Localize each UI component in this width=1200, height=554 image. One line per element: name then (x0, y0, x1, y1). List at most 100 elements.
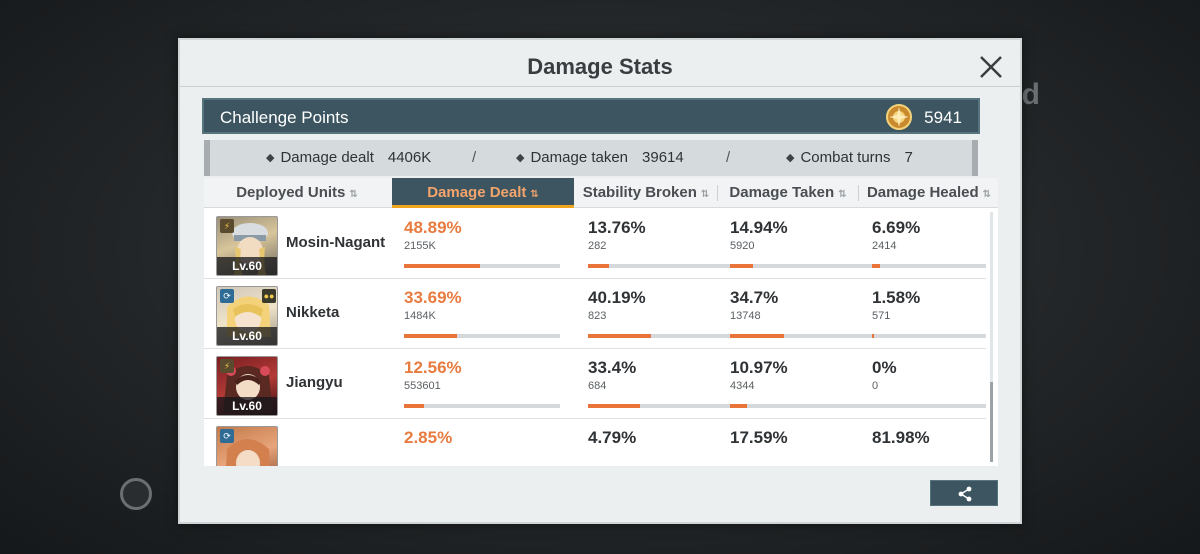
stability-broken-cell: 4.79% (588, 428, 748, 448)
damage-taken-cell: 34.7% 13748 (730, 288, 890, 338)
diamond-bullet-icon: ◆ (266, 152, 275, 164)
dialog-title: Damage Stats (527, 54, 673, 79)
damage-healed-pct: 1.58% (872, 288, 921, 307)
close-button[interactable] (976, 52, 1006, 82)
damage-dealt-cell: 33.69% 1484K (404, 288, 564, 338)
avatar: ⚡ Lv.60 (216, 356, 278, 416)
damage-healed-raw: 2414 (872, 240, 897, 252)
damage-healed-pct: 0% (872, 358, 897, 377)
stability-broken-cell: 40.19% 823 (588, 288, 748, 338)
damage-healed-cell: 6.69% 2414 (872, 218, 998, 268)
sort-icon: ⇅ (982, 189, 992, 200)
progress-track (872, 334, 986, 338)
summary-damage-dealt-label: Damage dealt (280, 149, 374, 166)
damage-taken-pct: 10.97% (730, 358, 788, 377)
share-button[interactable] (930, 480, 998, 506)
progress-fill (872, 264, 880, 268)
damage-dealt-pct: 12.56% (404, 358, 462, 377)
damage-taken-pct: 17.59% (730, 428, 788, 447)
table-row[interactable]: ⟳ ●● Lv.60 Nikketa 33.69% 1484K 40.19% 8… (204, 280, 986, 349)
damage-healed-raw: 571 (872, 310, 891, 322)
damage-taken-pct: 14.94% (730, 218, 788, 237)
sort-icon: ⇅ (530, 189, 539, 200)
table-row[interactable]: ⚡ Lv.60 Jiangyu 12.56% 553601 33.4% 684 … (204, 350, 986, 419)
table-row[interactable]: ⚡ Lv.60 Mosin-Nagant 48.89% 2155K 13.76%… (204, 210, 986, 279)
progress-track (872, 404, 986, 408)
stability-broken-raw: 823 (588, 310, 607, 322)
summary-damage-dealt-value: 4406K (387, 149, 432, 166)
progress-track (404, 264, 560, 268)
battle-summary: ◆ Damage dealt 4406K / ◆ Damage taken 39614 … (204, 140, 978, 176)
damage-dealt-pct: 33.69% (404, 288, 462, 307)
damage-dealt-raw: 553601 (404, 380, 441, 392)
column-header-deployed-units[interactable]: Deployed Units ⇅ (204, 178, 390, 208)
header-divider (717, 185, 718, 201)
progress-fill (730, 404, 748, 408)
damage-healed-cell: 1.58% 571 (872, 288, 998, 338)
portrait-unit-4 (226, 439, 270, 466)
summary-separator: / (726, 149, 731, 166)
damage-taken-raw: 4344 (730, 380, 755, 392)
stability-broken-pct: 4.79% (588, 428, 637, 447)
damage-dealt-cell: 12.56% 553601 (404, 358, 564, 408)
stability-broken-pct: 13.76% (588, 218, 646, 237)
column-label: Deployed Units (236, 184, 346, 201)
summary-damage-taken-label: Damage taken (530, 149, 629, 166)
table-body: ⚡ Lv.60 Mosin-Nagant 48.89% 2155K 13.76%… (204, 210, 998, 466)
damage-dealt-raw: 1484K (404, 310, 436, 322)
damage-healed-cell: 81.98% (872, 428, 998, 448)
stability-broken-raw: 684 (588, 380, 607, 392)
progress-track (588, 264, 744, 268)
damage-healed-cell: 0% 0 (872, 358, 998, 408)
progress-fill (730, 264, 754, 268)
column-header-stability-broken[interactable]: Stability Broken ⇅ (576, 178, 716, 208)
lightning-icon: ⚡ (220, 359, 234, 373)
progress-fill (588, 264, 610, 268)
diamond-bullet-icon: ◆ (516, 152, 525, 164)
progress-fill (730, 334, 785, 338)
column-header-damage-dealt[interactable]: Damage Dealt ⇅ (392, 178, 574, 208)
summary-damage-taken: ◆ Damage taken 39614 (516, 149, 684, 166)
avatar: ⟳ ●● Lv.60 (216, 286, 278, 346)
unit-name: Mosin-Nagant (286, 234, 386, 251)
column-header-damage-healed[interactable]: Damage Healed ⇅ (859, 178, 999, 208)
table-scrollbar[interactable] (990, 212, 993, 462)
column-label: Damage Healed (866, 184, 979, 201)
progress-track (404, 404, 560, 408)
damage-taken-raw: 13748 (730, 310, 761, 322)
summary-separator: / (472, 149, 477, 166)
progress-fill (588, 404, 641, 408)
sort-icon: ⇅ (349, 189, 358, 200)
damage-healed-pct: 81.98% (872, 428, 930, 447)
damage-healed-raw: 0 (872, 380, 879, 392)
scrollbar-thumb[interactable] (990, 382, 993, 462)
progress-track (730, 404, 886, 408)
progress-track (404, 334, 560, 338)
share-icon (958, 486, 972, 502)
progress-track (588, 334, 744, 338)
damage-dealt-raw: 2155K (404, 240, 436, 252)
damage-stats-table: Deployed Units ⇅ Damage Dealt ⇅ Stability … (204, 178, 998, 466)
damage-taken-cell: 17.59% (730, 428, 890, 448)
sort-icon: ⇅ (838, 189, 847, 200)
damage-stats-dialog: Damage Stats Challenge Points 5941 ◆ Dama… (178, 38, 1022, 524)
avatar: ⚡ Lv.60 (216, 216, 278, 276)
summary-combat-turns-label: Combat turns (800, 149, 891, 166)
damage-taken-raw: 5920 (730, 240, 755, 252)
lightning-icon: ⚡ (220, 219, 234, 233)
damage-taken-cell: 14.94% 5920 (730, 218, 890, 268)
column-label: Damage Dealt (427, 184, 527, 201)
damage-dealt-pct: 2.85% (404, 428, 453, 447)
team-icon: ●● (262, 289, 276, 303)
progress-track (730, 264, 886, 268)
progress-fill (404, 334, 457, 338)
portrait-nikketa (227, 296, 271, 337)
table-header: Deployed Units ⇅ Damage Dealt ⇅ Stability … (204, 178, 998, 208)
close-x-icon (980, 56, 1002, 78)
stability-broken-raw: 282 (588, 240, 607, 252)
summary-combat-turns-value: 7 (904, 149, 913, 166)
column-header-damage-taken[interactable]: Damage Taken ⇅ (718, 178, 858, 208)
damage-taken-pct: 34.7% (730, 288, 779, 307)
table-row[interactable]: ⟳ 2.85% 4.79% 17.59% 81.98% (204, 420, 986, 466)
stability-broken-cell: 13.76% 282 (588, 218, 748, 268)
